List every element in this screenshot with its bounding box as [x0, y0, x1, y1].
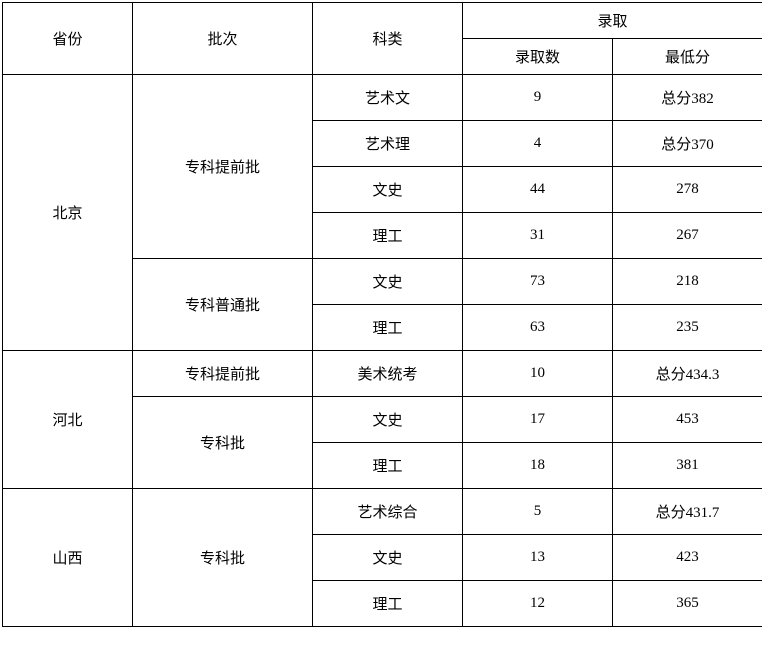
- cell-batch: 专科普通批: [133, 259, 313, 351]
- cell-score: 278: [613, 167, 762, 213]
- cell-count: 73: [463, 259, 613, 305]
- cell-count: 13: [463, 535, 613, 581]
- table-header: 省份 批次 科类 录取 录取数 最低分: [3, 3, 762, 75]
- cell-batch: 专科批: [133, 397, 313, 489]
- cell-score: 381: [613, 443, 762, 489]
- cell-batch: 专科提前批: [133, 75, 313, 259]
- cell-score: 总分370: [613, 121, 762, 167]
- cell-score: 235: [613, 305, 762, 351]
- cell-batch: 专科批: [133, 489, 313, 627]
- cell-province: 北京: [3, 75, 133, 351]
- cell-province: 山西: [3, 489, 133, 627]
- cell-category: 理工: [313, 581, 463, 627]
- cell-score: 总分434.3: [613, 351, 762, 397]
- header-admission: 录取: [463, 3, 762, 39]
- header-admission-count: 录取数: [463, 39, 613, 75]
- cell-score: 218: [613, 259, 762, 305]
- admission-table: 省份 批次 科类 录取 录取数 最低分 北京专科提前批艺术文9总分382艺术理4…: [2, 2, 762, 627]
- table-body: 北京专科提前批艺术文9总分382艺术理4总分370文史44278理工31267专…: [3, 75, 762, 627]
- cell-category: 理工: [313, 213, 463, 259]
- header-province: 省份: [3, 3, 133, 75]
- table-row: 河北专科提前批美术统考10总分434.3: [3, 351, 762, 397]
- cell-count: 12: [463, 581, 613, 627]
- cell-count: 5: [463, 489, 613, 535]
- cell-category: 艺术综合: [313, 489, 463, 535]
- header-min-score: 最低分: [613, 39, 762, 75]
- cell-category: 艺术理: [313, 121, 463, 167]
- cell-count: 9: [463, 75, 613, 121]
- cell-score: 453: [613, 397, 762, 443]
- cell-score: 总分431.7: [613, 489, 762, 535]
- cell-province: 河北: [3, 351, 133, 489]
- cell-count: 10: [463, 351, 613, 397]
- cell-category: 艺术文: [313, 75, 463, 121]
- cell-category: 文史: [313, 259, 463, 305]
- cell-count: 17: [463, 397, 613, 443]
- cell-score: 267: [613, 213, 762, 259]
- table-row: 山西专科批艺术综合5总分431.7: [3, 489, 762, 535]
- cell-category: 文史: [313, 535, 463, 581]
- cell-count: 18: [463, 443, 613, 489]
- cell-count: 63: [463, 305, 613, 351]
- cell-batch: 专科提前批: [133, 351, 313, 397]
- cell-category: 文史: [313, 397, 463, 443]
- cell-category: 理工: [313, 305, 463, 351]
- cell-score: 423: [613, 535, 762, 581]
- cell-count: 31: [463, 213, 613, 259]
- cell-category: 理工: [313, 443, 463, 489]
- cell-count: 4: [463, 121, 613, 167]
- header-category: 科类: [313, 3, 463, 75]
- cell-category: 文史: [313, 167, 463, 213]
- table-row: 北京专科提前批艺术文9总分382: [3, 75, 762, 121]
- cell-score: 总分382: [613, 75, 762, 121]
- cell-count: 44: [463, 167, 613, 213]
- cell-category: 美术统考: [313, 351, 463, 397]
- cell-score: 365: [613, 581, 762, 627]
- header-batch: 批次: [133, 3, 313, 75]
